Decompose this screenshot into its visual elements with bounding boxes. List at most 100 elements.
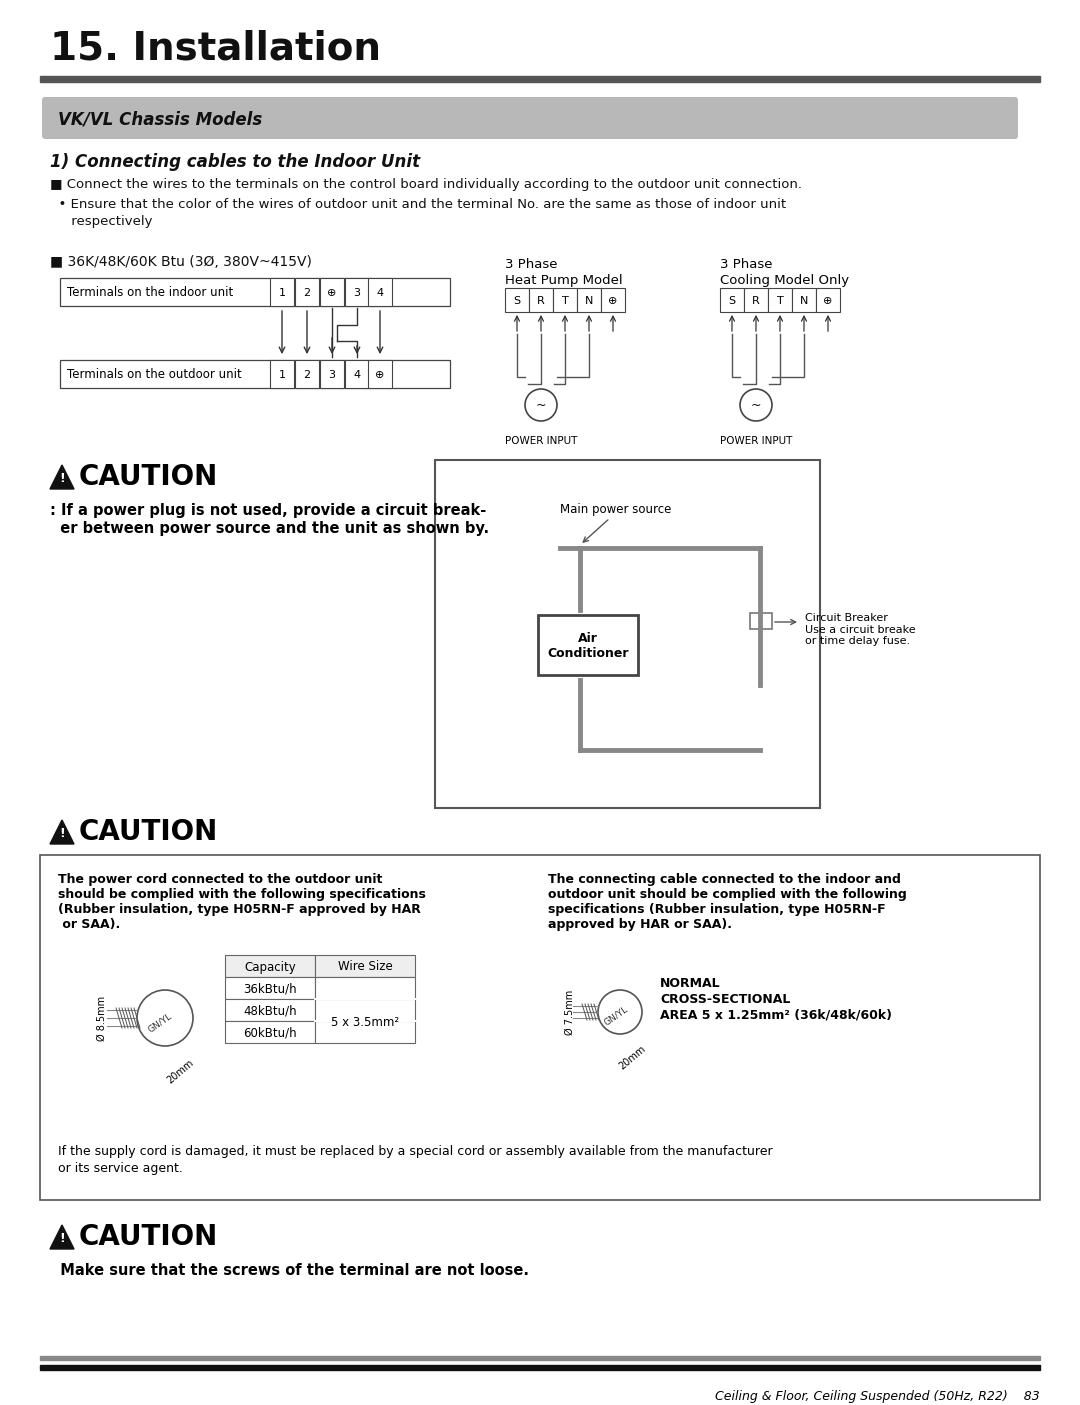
Text: ⊕: ⊕ [376,370,384,379]
Text: outdoor unit should be complied with the following: outdoor unit should be complied with the… [548,888,907,901]
Bar [315,955,415,976]
Bar [600,288,625,312]
Text: The power cord connected to the outdoor unit: The power cord connected to the outdoor … [58,873,382,887]
Polygon shape [50,465,75,489]
Bar [60,278,450,306]
Bar [529,288,553,312]
Polygon shape [50,821,75,844]
Bar [40,856,1040,1200]
Text: 20mm: 20mm [617,1044,647,1072]
Text: ■ Connect the wires to the terminals on the control board individually according: ■ Connect the wires to the terminals on … [50,178,802,191]
Text: respectively: respectively [50,215,152,228]
Bar [345,360,369,388]
Text: AREA 5 x 1.25mm² (36k/48k/60k): AREA 5 x 1.25mm² (36k/48k/60k) [660,1009,892,1021]
Text: ~: ~ [536,399,546,412]
Text: ⊕: ⊕ [327,288,337,298]
Bar [270,360,294,388]
Bar [315,999,415,1021]
Text: S: S [728,296,735,306]
Text: Air
Conditioner: Air Conditioner [548,632,629,660]
FancyBboxPatch shape [42,97,1018,139]
Text: should be complied with the following specifications: should be complied with the following sp… [58,888,426,901]
Bar [368,360,392,388]
Text: 1: 1 [279,288,285,298]
Text: ~: ~ [751,399,761,412]
Text: Ø 7.5mm: Ø 7.5mm [565,989,575,1034]
Bar [40,1366,1040,1370]
Bar [792,288,816,312]
Text: ■ 36K/48K/60K Btu (3Ø, 380V~415V): ■ 36K/48K/60K Btu (3Ø, 380V~415V) [50,254,312,268]
Bar [553,288,577,312]
Text: 36kBtu/h: 36kBtu/h [243,982,297,996]
Text: or SAA).: or SAA). [58,917,120,932]
Text: CAUTION: CAUTION [79,818,218,846]
Text: !: ! [59,1232,65,1245]
Bar [225,955,315,976]
Bar [60,360,450,388]
Text: N: N [584,296,593,306]
Text: Make sure that the screws of the terminal are not loose.: Make sure that the screws of the termina… [50,1263,529,1279]
Bar [295,360,319,388]
Text: Terminals on the indoor unit: Terminals on the indoor unit [67,287,233,299]
Bar [720,288,744,312]
Text: 5 x 3.5mm²: 5 x 3.5mm² [330,1016,400,1028]
Text: POWER INPUT: POWER INPUT [719,436,793,445]
Text: or its service agent.: or its service agent. [58,1162,183,1175]
Text: Ø 8.5mm: Ø 8.5mm [97,995,107,1041]
Text: CAUTION: CAUTION [79,1222,218,1250]
Bar [225,999,315,1021]
Bar [750,613,772,629]
Text: CAUTION: CAUTION [79,464,218,490]
Text: Circuit Breaker
Use a circuit breake
or time delay fuse.: Circuit Breaker Use a circuit breake or … [805,613,916,646]
Text: The connecting cable connected to the indoor and: The connecting cable connected to the in… [548,873,901,887]
Text: N: N [800,296,808,306]
Text: specifications (Rubber insulation, type H05RN-F: specifications (Rubber insulation, type … [548,903,886,916]
Text: S: S [513,296,521,306]
Bar [270,278,294,306]
Text: : If a power plug is not used, provide a circuit break-: : If a power plug is not used, provide a… [50,503,486,518]
Text: 4: 4 [353,370,361,379]
Text: • Ensure that the color of the wires of outdoor unit and the terminal No. are th: • Ensure that the color of the wires of … [50,198,786,211]
Bar [577,288,600,312]
Bar [435,459,820,808]
Text: NORMAL: NORMAL [660,976,720,991]
Text: !: ! [59,826,65,840]
Bar [320,278,345,306]
Text: R: R [752,296,760,306]
Text: T: T [777,296,783,306]
Text: 1: 1 [279,370,285,379]
Text: Main power source: Main power source [561,503,672,516]
Text: GN/YL: GN/YL [146,1012,174,1034]
Text: Ceiling & Floor, Ceiling Suspended (50Hz, R22)    83: Ceiling & Floor, Ceiling Suspended (50Hz… [715,1390,1040,1404]
Bar [368,278,392,306]
Text: !: ! [59,472,65,485]
Text: If the supply cord is damaged, it must be replaced by a special cord or assembly: If the supply cord is damaged, it must b… [58,1145,772,1158]
Text: er between power source and the unit as shown by.: er between power source and the unit as … [50,521,489,535]
Text: 2: 2 [303,370,311,379]
Bar [225,976,315,999]
Text: 60kBtu/h: 60kBtu/h [243,1027,297,1040]
Text: (Rubber insulation, type H05RN-F approved by HAR: (Rubber insulation, type H05RN-F approve… [58,903,421,916]
Text: R: R [537,296,545,306]
Bar [225,1021,315,1043]
Text: VK/VL Chassis Models: VK/VL Chassis Models [58,110,262,128]
Bar [768,288,792,312]
Text: approved by HAR or SAA).: approved by HAR or SAA). [548,917,732,932]
Text: 1) Connecting cables to the Indoor Unit: 1) Connecting cables to the Indoor Unit [50,153,420,171]
Text: 3: 3 [353,288,361,298]
Bar [345,278,369,306]
Text: ⊕: ⊕ [823,296,833,306]
Bar [40,1356,1040,1360]
Text: Wire Size: Wire Size [338,961,392,974]
Text: 4: 4 [377,288,383,298]
Text: Terminals on the outdoor unit: Terminals on the outdoor unit [67,368,242,382]
Bar [320,360,345,388]
Bar [538,615,638,674]
Polygon shape [50,1225,75,1249]
Bar [315,976,415,999]
Text: Capacity: Capacity [244,961,296,974]
Bar [816,288,840,312]
Text: 3 Phase: 3 Phase [505,259,557,271]
Text: 48kBtu/h: 48kBtu/h [243,1005,297,1017]
Text: ⊕: ⊕ [608,296,618,306]
